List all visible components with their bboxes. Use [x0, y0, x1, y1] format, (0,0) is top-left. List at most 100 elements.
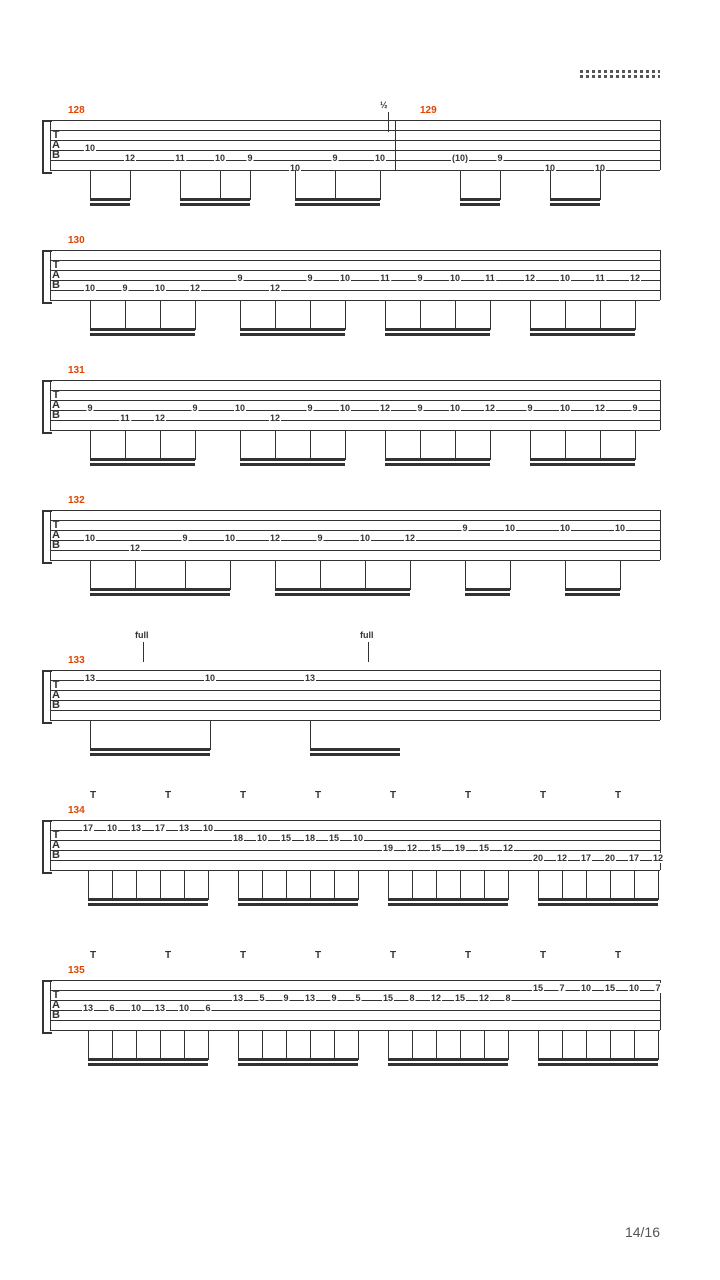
note-stem: [195, 430, 196, 460]
note-stem: [410, 560, 411, 590]
fret-number: 13: [304, 673, 316, 683]
note-stem: [334, 870, 335, 900]
beam: [90, 463, 195, 466]
bend-arrow: [143, 642, 144, 662]
note-stem: [90, 720, 91, 750]
note-stem: [565, 430, 566, 460]
beam: [310, 753, 400, 756]
fret-number: 12: [154, 413, 166, 423]
fret-number: 12: [629, 273, 641, 283]
fret-number: 13: [154, 1003, 166, 1013]
note-stem: [112, 1030, 113, 1060]
tapping-mark: T: [240, 950, 246, 961]
note-stem: [635, 300, 636, 330]
fret-number: 15: [478, 843, 490, 853]
barline: [50, 820, 51, 870]
bend-annotation: full: [360, 630, 374, 640]
fret-number: 10: [84, 283, 96, 293]
note-stem: [210, 720, 211, 750]
fret-number: 10: [614, 523, 626, 533]
note-stem: [310, 720, 311, 750]
beam: [388, 903, 508, 906]
beam: [538, 903, 658, 906]
tapping-mark: T: [465, 950, 471, 961]
bend-arrow: [388, 112, 389, 132]
tapping-mark: T: [465, 790, 471, 801]
fret-number: 12: [404, 533, 416, 543]
fret-number: 15: [382, 993, 394, 1003]
fret-number: 15: [430, 843, 442, 853]
tapping-mark: T: [540, 950, 546, 961]
fret-number: 15: [604, 983, 616, 993]
fret-number: 7: [654, 983, 661, 993]
note-stem: [388, 870, 389, 900]
beam: [180, 203, 250, 206]
fret-number: 10: [178, 1003, 190, 1013]
measure-number: 134: [68, 805, 85, 816]
beam: [90, 593, 230, 596]
note-stem: [436, 1030, 437, 1060]
fret-number: 9: [496, 153, 503, 163]
note-stem: [385, 430, 386, 460]
note-stem: [538, 1030, 539, 1060]
bend-arrow: [368, 642, 369, 662]
beam: [88, 903, 208, 906]
fret-number: 20: [604, 853, 616, 863]
note-stem: [250, 170, 251, 200]
note-stem: [634, 1030, 635, 1060]
barline: [50, 980, 51, 1030]
note-stem: [586, 1030, 587, 1060]
fret-number: 12: [269, 283, 281, 293]
note-stem: [320, 560, 321, 590]
fret-number: 10: [106, 823, 118, 833]
note-stem: [530, 300, 531, 330]
note-stem: [275, 430, 276, 460]
note-stem: [295, 170, 296, 200]
barline: [50, 670, 51, 720]
tapping-mark: T: [615, 950, 621, 961]
note-stem: [160, 430, 161, 460]
fret-number: 9: [236, 273, 243, 283]
beam: [388, 1058, 508, 1061]
fret-number: 9: [416, 403, 423, 413]
note-stem: [334, 1030, 335, 1060]
beam: [238, 1063, 358, 1066]
fret-number: 12: [556, 853, 568, 863]
fret-number: 19: [454, 843, 466, 853]
fret-number: 10: [559, 523, 571, 533]
fret-number: 5: [258, 993, 265, 1003]
fret-number: 13: [232, 993, 244, 1003]
beam: [385, 458, 490, 461]
measure-number: 128: [68, 105, 85, 116]
fret-number: 10: [374, 153, 386, 163]
note-stem: [420, 430, 421, 460]
note-stem: [412, 870, 413, 900]
fret-number: 19: [382, 843, 394, 853]
barline: [50, 250, 51, 300]
note-stem: [530, 430, 531, 460]
tapping-mark: T: [90, 950, 96, 961]
fret-number: 12: [406, 843, 418, 853]
note-stem: [365, 560, 366, 590]
beam: [240, 458, 345, 461]
fret-number: 11: [174, 153, 186, 163]
fret-number: 12: [124, 153, 136, 163]
beam: [238, 903, 358, 906]
fret-number: 10: [256, 833, 268, 843]
note-stem: [208, 1030, 209, 1060]
bend-annotation: ½: [380, 100, 388, 110]
fret-number: 10: [130, 1003, 142, 1013]
beam: [460, 203, 500, 206]
tapping-mark: T: [315, 790, 321, 801]
fret-number: 11: [379, 273, 391, 283]
fret-number: 10: [224, 533, 236, 543]
note-stem: [90, 430, 91, 460]
fret-number: 10: [84, 143, 96, 153]
fret-number: 10: [339, 403, 351, 413]
note-stem: [358, 870, 359, 900]
beam: [240, 328, 345, 331]
beam: [530, 328, 635, 331]
fret-number: 17: [82, 823, 94, 833]
note-stem: [160, 300, 161, 330]
fret-number: 9: [282, 993, 289, 1003]
